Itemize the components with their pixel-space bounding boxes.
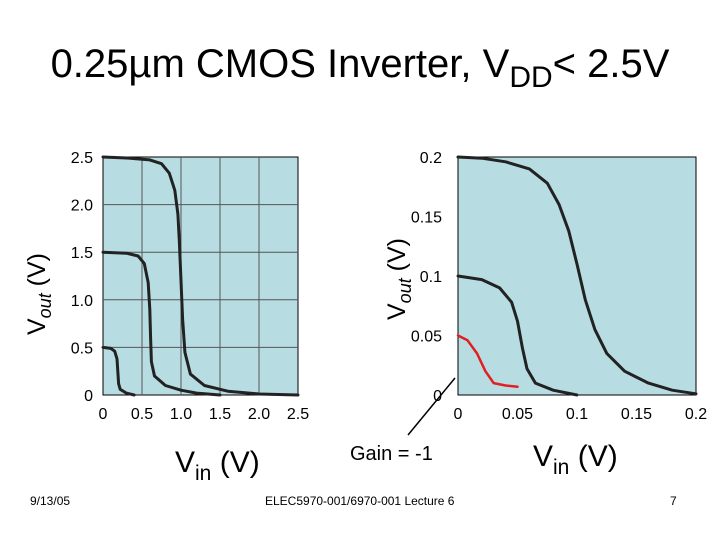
vtc-curve-1 [456, 155, 698, 396]
footer-page-number: 7 [670, 494, 677, 508]
x-tick-label: 0 [99, 406, 108, 423]
left-x-axis-label: Vin (V) [175, 446, 260, 485]
x-tick-label: 0.1 [566, 406, 588, 423]
x-tick-label: 0.2 [685, 406, 707, 423]
right-x-ticks: 0 0.05 0.1 0.15 0.2 [454, 406, 708, 423]
x-tick-label: 2.0 [248, 406, 270, 423]
x-tick-label: 1.5 [209, 406, 231, 423]
y-tick-label: 1.5 [71, 245, 93, 262]
y-tick-label: 2.0 [71, 198, 93, 215]
y-tick-label: 0.2 [420, 150, 442, 167]
x-tick-label: 0.5 [131, 406, 153, 423]
slide-title: 0.25µm CMOS Inverter, VDD< 2.5V [0, 42, 720, 94]
y-tick-label: 0 [433, 388, 442, 405]
gain-curve-line [456, 334, 519, 388]
vtc-curve-2 [456, 274, 579, 397]
title-subscript: DD [509, 61, 553, 94]
x-tick-label: 2.5 [287, 406, 309, 423]
left-curves [101, 155, 300, 397]
gain-annotation: Gain = -1 [350, 443, 433, 465]
y-tick-label: 0.05 [411, 329, 442, 346]
y-tick-label: 0.5 [71, 340, 93, 357]
title-tail: < 2.5V [552, 42, 670, 86]
y-tick-label: 0.15 [411, 210, 442, 227]
left-y-ticks: 0 0.5 1.0 1.5 2.0 2.5 [71, 150, 93, 405]
title-main: 0.25µm CMOS Inverter, V [50, 42, 510, 86]
x-tick-label: 0.05 [502, 406, 533, 423]
x-tick-label: 1.0 [170, 406, 192, 423]
left-y-axis-label: Vout (V) [23, 253, 55, 335]
vtc-curve-2 [101, 250, 222, 397]
left-plot-area [102, 156, 299, 396]
vtc-curve-1 [101, 155, 300, 397]
left-grid [103, 157, 298, 395]
right-curves [456, 155, 698, 397]
y-tick-label: 1.0 [71, 293, 93, 310]
footer-date: 9/13/05 [30, 494, 71, 508]
right-plot-area [457, 156, 697, 396]
left-x-ticks: 0 0.5 1.0 1.5 2.0 2.5 [99, 406, 310, 423]
right-y-ticks: 0 0.05 0.1 0.15 0.2 [411, 150, 442, 405]
x-tick-label: 0.15 [621, 406, 652, 423]
y-tick-label: 0.1 [420, 269, 442, 286]
x-tick-label: 0 [454, 406, 463, 423]
vtc-curve-3 [101, 345, 136, 397]
y-tick-label: 0 [84, 388, 93, 405]
right-plot: 0 0.05 0.1 0.15 0.2 0 0.05 0.1 0.15 0.2 Gain = -… [350, 150, 707, 479]
right-x-axis-label: Vin (V) [533, 440, 618, 479]
footer-course: ELEC5970-001/6970-001 Lecture 6 [265, 494, 455, 508]
left-plot: 0 0.5 1.0 1.5 2.0 2.5 0 0.5 1.0 1.5 2.0 2.5 Vin (V… [23, 150, 309, 485]
gain-pointer-line [407, 377, 456, 436]
right-y-axis-label: Vout (V) [383, 238, 415, 320]
y-tick-label: 2.5 [71, 150, 93, 167]
